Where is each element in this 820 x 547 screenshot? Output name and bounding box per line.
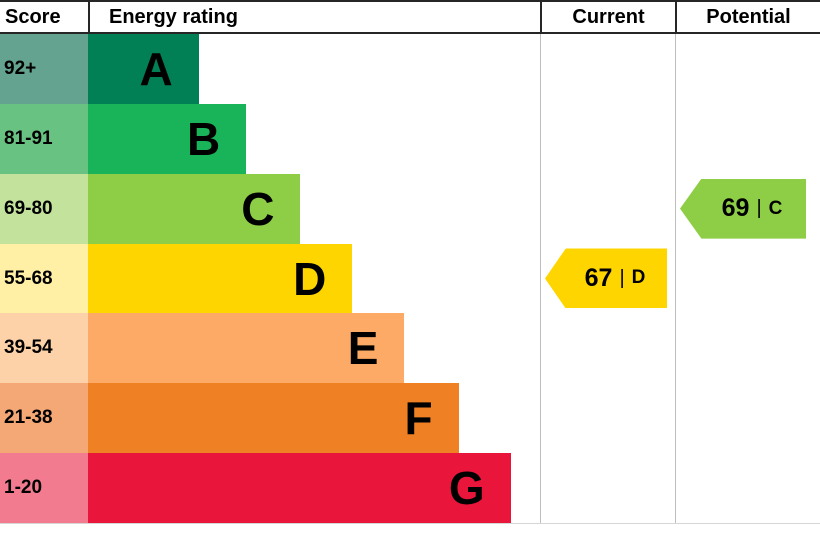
chart-body: 92+ 81-91 69-80 55-68 39-54 21-38 1-20 A… [0, 34, 820, 524]
current-arrow: 67 | D [545, 248, 667, 309]
band-bar: D [88, 243, 353, 314]
current-separator: | [619, 266, 625, 289]
band-score-label: 69-80 [4, 197, 53, 219]
band-letter: D [293, 252, 327, 305]
band-row: E [88, 313, 540, 384]
band-bar: A [88, 34, 199, 104]
band-row: B [88, 103, 540, 174]
header-score: Score [5, 5, 61, 28]
band-score-cell: 69-80 [0, 173, 88, 244]
band-score-label: 1-20 [4, 477, 43, 499]
header-current: Current [540, 2, 675, 32]
potential-band-letter: C [768, 197, 783, 219]
band-bar: E [88, 313, 405, 384]
band-score-cell: 1-20 [0, 453, 88, 524]
band-score-cell: 81-91 [0, 103, 88, 174]
band-row: G [88, 453, 540, 524]
band-score-cell: 92+ [0, 34, 88, 104]
rating-bars-column: A B C D E F G [88, 34, 540, 524]
band-letter: E [347, 322, 379, 375]
band-letter: C [241, 182, 275, 235]
band-score-label: 81-91 [4, 127, 53, 149]
band-bar: G [88, 453, 511, 524]
band-score-label: 92+ [4, 57, 37, 79]
band-row: A [88, 34, 540, 104]
band-score-cell: 55-68 [0, 243, 88, 314]
current-band-letter: D [631, 267, 646, 289]
current-column: 67 | D [540, 34, 675, 523]
potential-arrow: 69 | C [680, 178, 806, 239]
band-letter: B [186, 112, 221, 165]
band-bar: F [88, 383, 459, 454]
band-row: C [88, 173, 540, 244]
potential-value: 69 [721, 194, 750, 223]
band-score-cell: 39-54 [0, 313, 88, 384]
band-score-label: 21-38 [4, 407, 53, 429]
header-row: Score Energy rating Current Potential [0, 0, 820, 34]
band-score-label: 55-68 [4, 267, 53, 289]
band-score-cell: 21-38 [0, 383, 88, 454]
band-letter: G [448, 462, 485, 515]
potential-separator: | [756, 197, 762, 220]
score-column: 92+ 81-91 69-80 55-68 39-54 21-38 1-20 [0, 34, 88, 524]
band-letter: A [139, 42, 173, 95]
current-arrow-slot: 67 | D [541, 244, 675, 314]
potential-arrow-slot: 69 | C [676, 174, 820, 244]
band-score-label: 39-54 [4, 337, 53, 359]
band-letter: F [404, 392, 433, 445]
potential-column: 69 | C [675, 34, 820, 523]
current-value: 67 [584, 263, 613, 292]
header-energy-rating: Energy rating [88, 2, 540, 32]
band-row: D [88, 243, 540, 314]
band-bar: C [88, 173, 301, 244]
band-row: F [88, 383, 540, 454]
header-potential: Potential [675, 2, 820, 32]
band-bar: B [88, 103, 247, 174]
